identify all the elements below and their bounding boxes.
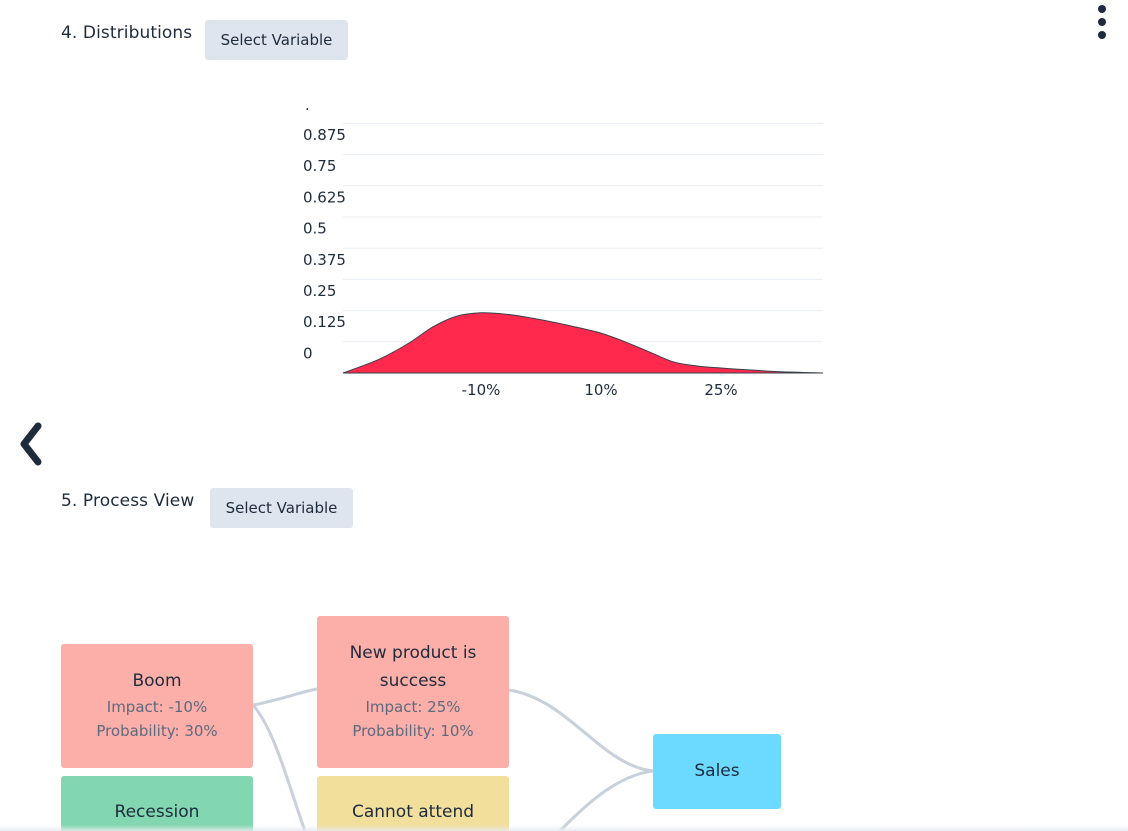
- chevron-left-icon[interactable]: [14, 420, 46, 468]
- node-new-product[interactable]: New product is success Impact: 25% Proba…: [317, 616, 509, 768]
- node-boom[interactable]: Boom Impact: -10% Probability: 30%: [61, 644, 253, 768]
- x-tick-label: -10%: [462, 381, 501, 399]
- node-cannot-attend[interactable]: Cannot attend: [317, 776, 509, 831]
- distributions-select-variable-button[interactable]: Select Variable: [205, 20, 348, 60]
- node-recession-title: Recession: [114, 802, 200, 822]
- x-tick-label: 25%: [704, 381, 737, 399]
- more-options-icon[interactable]: [1094, 4, 1110, 40]
- node-new-product-probability: Probability: 10%: [352, 722, 474, 740]
- y-tick-label: 0.375: [303, 251, 346, 269]
- node-recession[interactable]: Recession: [61, 776, 253, 831]
- node-boom-title: Boom: [132, 671, 182, 691]
- node-new-product-impact: Impact: 25%: [365, 698, 461, 716]
- y-tick-label: 0.25: [303, 282, 336, 300]
- x-axis-labels: -10% 10% 25%: [462, 381, 738, 399]
- distribution-chart: . 0.875 0.75 0.625 0.5 0.375 0.25 0.125 0 -10% 10…: [303, 96, 824, 399]
- node-sales[interactable]: Sales: [653, 734, 781, 809]
- y-axis-labels: . 0.875 0.75 0.625 0.5 0.375 0.25 0.125 0: [303, 96, 346, 362]
- y-tick-label: 0: [303, 344, 313, 362]
- y-tick-label: .: [305, 96, 310, 114]
- node-boom-probability: Probability: 30%: [96, 722, 218, 740]
- distribution-area: [342, 312, 824, 374]
- bottom-edge-shadow: [0, 825, 1128, 831]
- node-cannot-attend-title: Cannot attend: [351, 802, 475, 822]
- process-select-variable-button[interactable]: Select Variable: [210, 488, 353, 528]
- node-sales-title: Sales: [694, 761, 740, 781]
- edge-boom-new-product: [252, 687, 318, 707]
- edge-new-product-sales: [508, 688, 654, 773]
- y-tick-label: 0.75: [303, 157, 336, 175]
- node-boom-impact: Impact: -10%: [106, 698, 208, 716]
- node-new-product-title: New product is success: [349, 643, 477, 691]
- distributions-title: 4. Distributions: [61, 23, 193, 43]
- edge-cannot-attend-sales: [558, 769, 654, 831]
- y-tick-label: 0.875: [303, 126, 346, 144]
- x-tick-label: 10%: [584, 381, 617, 399]
- y-tick-label: 0.125: [303, 313, 346, 331]
- process-view-title: 5. Process View: [61, 491, 195, 511]
- y-tick-label: 0.625: [303, 188, 346, 206]
- edge-boom-cannot-attend: [251, 704, 307, 831]
- y-tick-label: 0.5: [303, 220, 327, 238]
